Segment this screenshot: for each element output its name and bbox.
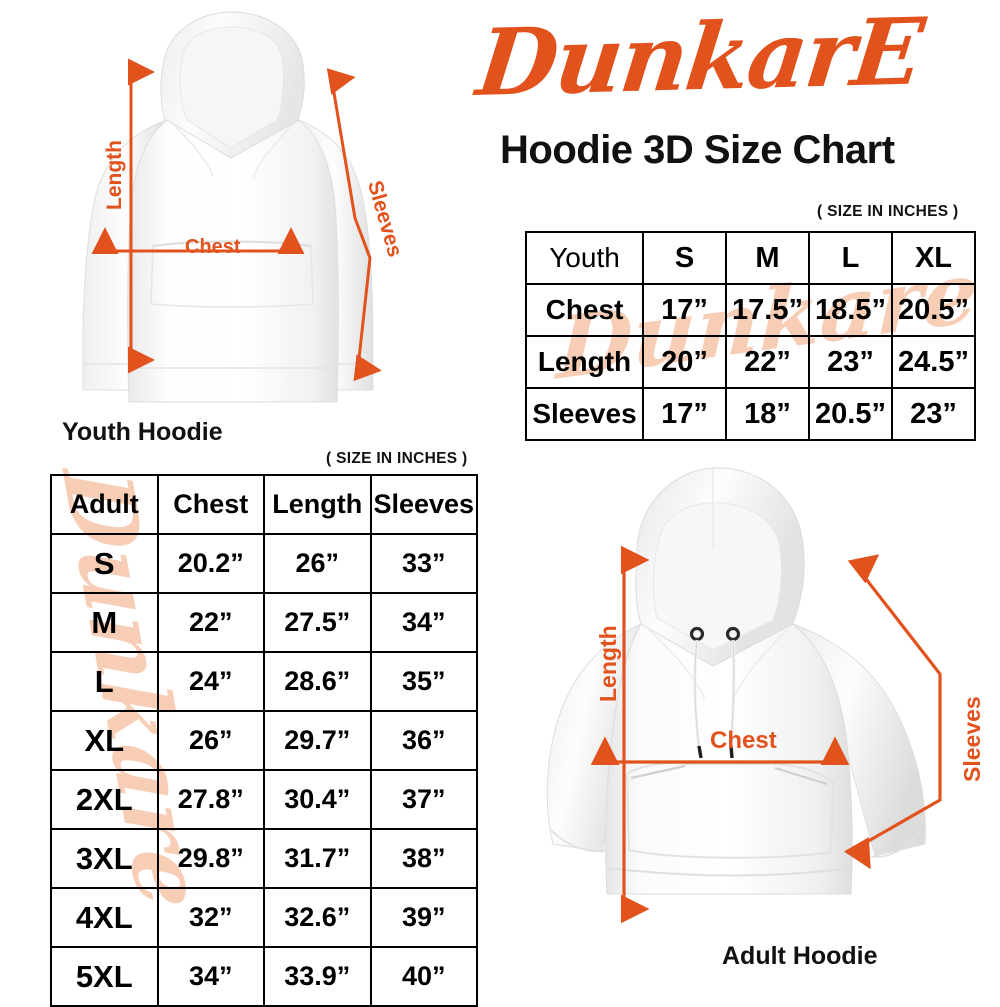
adult-size-s: S	[50, 533, 159, 594]
youth-hoodie-caption: Youth Hoodie	[62, 418, 223, 446]
adult-sleeves-l: 35”	[369, 651, 478, 712]
adult-length-2xl: 30.4”	[263, 769, 372, 830]
adult-size-l: L	[50, 651, 159, 712]
adult-chest-m: 22”	[156, 592, 265, 653]
youth-chest-s: 17”	[642, 283, 727, 337]
adult-size-3xl: 3XL	[50, 828, 159, 889]
youth-length-xl: 24.5”	[891, 335, 976, 389]
adult-chest-3xl: 29.8”	[156, 828, 265, 889]
table-row: Length 20” 22” 23” 24.5”	[525, 335, 976, 389]
table-row: Adult Chest Length Sleeves	[50, 474, 478, 535]
table-row: Chest 17” 17.5” 18.5” 20.5”	[525, 283, 976, 337]
youth-length-l: 23”	[808, 335, 893, 389]
youth-corner-label: Youth	[525, 231, 644, 285]
youth-size-table: Youth S M L XL Chest 17” 17.5” 18.5” 20.…	[525, 231, 976, 441]
adult-sleeves-4xl: 39”	[369, 887, 478, 948]
table-row: 3XL 29.8” 31.7” 38”	[50, 828, 478, 889]
youth-row-chest-label: Chest	[525, 283, 644, 337]
youth-chest-m: 17.5”	[725, 283, 810, 337]
adult-chest-l: 24”	[156, 651, 265, 712]
youth-length-m: 22”	[725, 335, 810, 389]
adult-sleeves-5xl: 40”	[369, 946, 478, 1007]
adult-hoodie-caption: Adult Hoodie	[722, 942, 878, 970]
youth-chest-l: 18.5”	[808, 283, 893, 337]
adult-sleeves-2xl: 37”	[369, 769, 478, 830]
page-title: Hoodie 3D Size Chart	[500, 128, 895, 172]
table-row: 2XL 27.8” 30.4” 37”	[50, 769, 478, 830]
youth-chest-xl: 20.5”	[891, 283, 976, 337]
youth-col-m: M	[725, 231, 810, 285]
adult-sleeves-3xl: 38”	[369, 828, 478, 889]
adult-length-xl: 29.7”	[263, 710, 372, 771]
adult-header-chest: Chest	[156, 474, 265, 535]
adult-size-2xl: 2XL	[50, 769, 159, 830]
brand-logo: DunkarE	[472, 0, 978, 128]
adult-chest-xl: 26”	[156, 710, 265, 771]
adult-size-table: Adult Chest Length Sleeves S 20.2” 26” 3…	[50, 474, 478, 1007]
adult-header-size: Adult	[50, 474, 159, 535]
adult-size-m: M	[50, 592, 159, 653]
table-row: M 22” 27.5” 34”	[50, 592, 478, 653]
adult-length-l: 28.6”	[263, 651, 372, 712]
youth-col-l: L	[808, 231, 893, 285]
brand-logo-text: DunkarE	[471, 0, 928, 117]
adult-sleeves-label: Sleeves	[959, 696, 985, 782]
youth-length-s: 20”	[642, 335, 727, 389]
adult-sleeves-m: 34”	[369, 592, 478, 653]
table-row: 4XL 32” 32.6” 39”	[50, 887, 478, 948]
youth-sleeves-m: 18”	[725, 387, 810, 441]
adult-length-5xl: 33.9”	[263, 946, 372, 1007]
adult-header-sleeves: Sleeves	[369, 474, 478, 535]
adult-length-label: Length	[595, 625, 621, 702]
table-row: S 20.2” 26” 33”	[50, 533, 478, 594]
youth-units-note: ( SIZE IN INCHES )	[817, 203, 959, 220]
adult-chest-2xl: 27.8”	[156, 769, 265, 830]
adult-chest-4xl: 32”	[156, 887, 265, 948]
adult-size-5xl: 5XL	[50, 946, 159, 1007]
adult-header-length: Length	[263, 474, 372, 535]
adult-size-4xl: 4XL	[50, 887, 159, 948]
youth-row-sleeves-label: Sleeves	[525, 387, 644, 441]
youth-chest-label: Chest	[185, 236, 241, 258]
table-row: Sleeves 17” 18” 20.5” 23”	[525, 387, 976, 441]
adult-size-xl: XL	[50, 710, 159, 771]
youth-measure-overlay: Length Chest Sleeves	[55, 8, 455, 428]
adult-chest-5xl: 34”	[156, 946, 265, 1007]
youth-sleeves-s: 17”	[642, 387, 727, 441]
adult-length-m: 27.5”	[263, 592, 372, 653]
adult-units-note: ( SIZE IN INCHES )	[326, 450, 468, 467]
adult-chest-label: Chest	[710, 727, 777, 754]
youth-row-length-label: Length	[525, 335, 644, 389]
adult-sleeves-s: 33”	[369, 533, 478, 594]
table-row: XL 26” 29.7” 36”	[50, 710, 478, 771]
adult-chest-s: 20.2”	[156, 533, 265, 594]
youth-col-s: S	[642, 231, 727, 285]
youth-measure-arrows	[91, 58, 382, 382]
youth-length-label: Length	[103, 140, 126, 210]
youth-col-xl: XL	[891, 231, 976, 285]
adult-length-4xl: 32.6”	[263, 887, 372, 948]
table-row: L 24” 28.6” 35”	[50, 651, 478, 712]
adult-sleeves-xl: 36”	[369, 710, 478, 771]
adult-measure-overlay: Length Chest Sleeves	[545, 452, 1000, 952]
youth-sleeves-xl: 23”	[891, 387, 976, 441]
table-row: 5XL 34” 33.9” 40”	[50, 946, 478, 1007]
adult-measure-arrows	[590, 545, 942, 924]
adult-length-s: 26”	[263, 533, 372, 594]
adult-length-3xl: 31.7”	[263, 828, 372, 889]
table-row: Youth S M L XL	[525, 231, 976, 285]
youth-sleeves-l: 20.5”	[808, 387, 893, 441]
